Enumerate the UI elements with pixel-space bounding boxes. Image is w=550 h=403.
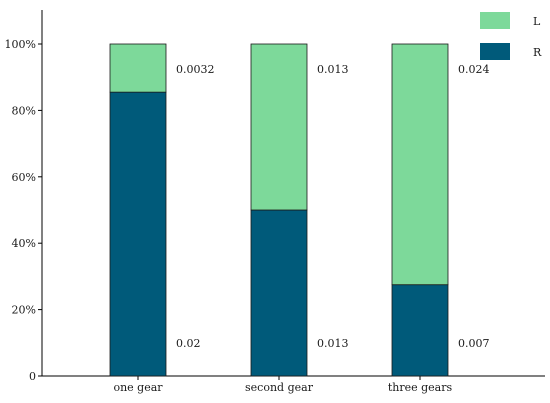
legend-label-l: L bbox=[533, 15, 541, 28]
bar-segment-l bbox=[391, 43, 449, 286]
y-tick-label: 0 bbox=[29, 370, 36, 383]
y-tick-label: 20% bbox=[12, 304, 36, 317]
value-label-r: 0.013 bbox=[317, 337, 349, 350]
legend-swatch-r bbox=[480, 43, 510, 60]
y-tick-label: 60% bbox=[12, 171, 36, 184]
legend-label-r: R bbox=[533, 46, 542, 59]
x-tick-label: one gear bbox=[113, 381, 163, 394]
value-labels: 0.02 0.0032 0.013 0.013 0.007 0.024 bbox=[176, 63, 490, 350]
value-label-r: 0.007 bbox=[458, 337, 490, 350]
bar-segment-r bbox=[250, 209, 308, 377]
legend: LR bbox=[480, 12, 542, 60]
y-tick-label: 100% bbox=[5, 38, 36, 51]
y-tick-label: 80% bbox=[12, 104, 36, 117]
x-tick-label: three gears bbox=[388, 381, 453, 394]
value-label-r: 0.02 bbox=[176, 337, 201, 350]
bar-segment-r bbox=[391, 284, 449, 377]
value-label-l: 0.0032 bbox=[176, 63, 215, 76]
bar-segment-r bbox=[109, 91, 167, 377]
value-label-l: 0.013 bbox=[317, 63, 349, 76]
bar-segment-l bbox=[109, 43, 167, 93]
value-label-l: 0.024 bbox=[458, 63, 490, 76]
bars bbox=[109, 43, 449, 377]
bar-segment-l bbox=[250, 43, 308, 211]
x-tick-label: second gear bbox=[245, 381, 314, 394]
axes: 0 20% 40% 60% 80% 100% one gear second gear thre… bbox=[5, 10, 545, 394]
legend-swatch-l bbox=[480, 12, 510, 29]
y-tick-label: 40% bbox=[12, 237, 36, 250]
